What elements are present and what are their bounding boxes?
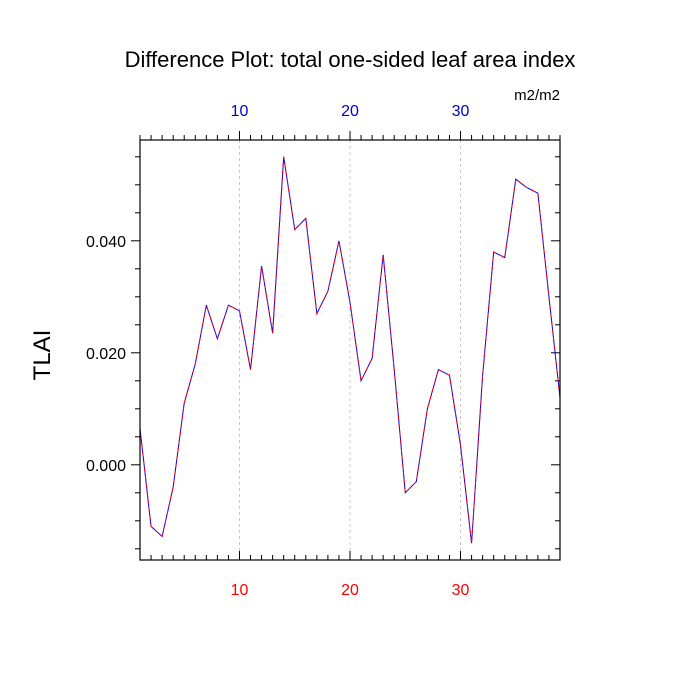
tick-layer	[131, 131, 561, 560]
x-tick-label-bottom: 10	[231, 582, 249, 599]
grid-layer	[239, 140, 461, 560]
chart-title: Difference Plot: total one-sided leaf ar…	[125, 47, 576, 72]
x-tick-label-bottom: 30	[452, 582, 470, 599]
y-tick-label: 0.000	[86, 458, 126, 475]
y-tick-label: 0.040	[86, 234, 126, 251]
tick-label-layer: 0.000 0.020 0.040 10 20 30 10 20 30	[86, 103, 470, 599]
series-layer	[139, 156, 561, 544]
x-tick-label-top: 30	[452, 103, 470, 120]
y-tick-label: 0.020	[86, 346, 126, 363]
x-tick-label-top: 20	[341, 103, 359, 120]
units-label: m2/m2	[514, 87, 560, 104]
x-tick-label-top: 10	[231, 103, 249, 120]
series-line-dash-0	[139, 156, 561, 544]
x-tick-label-bottom: 20	[341, 582, 359, 599]
y-axis-label: TLAI	[29, 330, 56, 381]
plot-frame	[139, 139, 561, 561]
